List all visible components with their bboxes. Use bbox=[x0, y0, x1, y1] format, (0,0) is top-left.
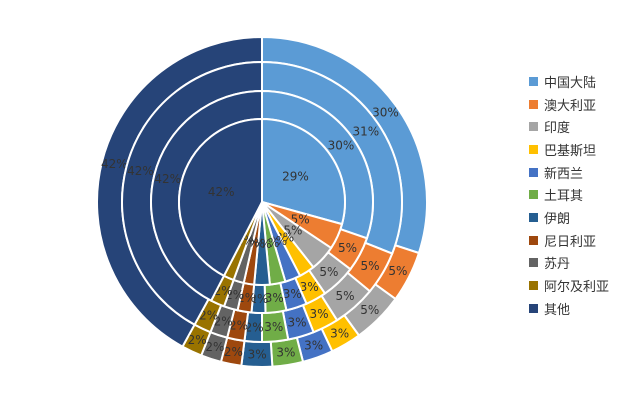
slice-label-third-8: 2% bbox=[214, 314, 233, 328]
slice-label-third-2: 5% bbox=[335, 289, 354, 303]
slice-label-outer-1: 5% bbox=[388, 264, 407, 278]
legend-label: 伊朗 bbox=[544, 211, 571, 227]
slice-label-second-5: 3% bbox=[265, 291, 284, 305]
legend-swatch bbox=[529, 122, 538, 132]
legend-swatch bbox=[529, 235, 538, 245]
legend-label: 新西兰 bbox=[544, 166, 584, 182]
slice-label-second-6: 2% bbox=[249, 292, 268, 306]
legend-swatch bbox=[529, 190, 538, 200]
slice-label-third-1: 5% bbox=[360, 259, 379, 273]
legend-label: 印度 bbox=[544, 121, 571, 137]
slice-label-second-3: 3% bbox=[300, 280, 319, 294]
legend-swatch bbox=[529, 76, 538, 86]
legend-swatch bbox=[529, 303, 538, 313]
legend-swatch bbox=[529, 258, 538, 268]
legend-swatch bbox=[529, 144, 538, 154]
slice-label-outer-3: 3% bbox=[330, 326, 349, 340]
legend-label: 尼日利亚 bbox=[544, 234, 597, 250]
slice-label-outer-0: 30% bbox=[372, 105, 399, 119]
slice-label-third-9: 2% bbox=[199, 309, 218, 323]
legend-item: 苏丹 bbox=[529, 252, 609, 275]
slice-label-outer-5: 3% bbox=[276, 346, 295, 360]
legend-label: 澳大利亚 bbox=[544, 98, 597, 114]
legend-label: 阿尔及利亚 bbox=[544, 280, 610, 296]
slice-label-second-0: 30% bbox=[328, 139, 355, 153]
slice-label-third-5: 3% bbox=[264, 320, 283, 334]
slice-label-outer-6: 3% bbox=[248, 347, 267, 361]
slice-label-second-4: 3% bbox=[283, 287, 302, 301]
legend-item: 尼日利亚 bbox=[529, 229, 609, 252]
slice-label-third-0: 31% bbox=[352, 125, 379, 139]
slice-inner-0 bbox=[261, 117, 346, 226]
legend-swatch bbox=[529, 99, 538, 109]
legend-label: 巴基斯坦 bbox=[544, 143, 597, 159]
legend-item: 中国大陆 bbox=[529, 70, 609, 93]
slice-label-third-3: 3% bbox=[309, 307, 328, 321]
slice-label-third-4: 3% bbox=[287, 316, 306, 330]
slice-label-third-6: 2% bbox=[245, 320, 264, 334]
legend-label: 其他 bbox=[544, 302, 571, 318]
slice-label-outer-9: 2% bbox=[188, 333, 207, 347]
legend-item: 伊朗 bbox=[529, 206, 609, 229]
slice-label-second-10: 42% bbox=[154, 172, 181, 186]
slice-label-outer-4: 3% bbox=[304, 339, 323, 353]
legend-label: 土耳其 bbox=[544, 189, 584, 205]
slice-label-inner-1: 5% bbox=[291, 212, 310, 226]
chart-legend: 中国大陆澳大利亚印度巴基斯坦新西兰土耳其伊朗尼日利亚苏丹阿尔及利亚其他 bbox=[529, 70, 609, 320]
legend-item: 巴基斯坦 bbox=[529, 138, 609, 161]
slice-label-third-10: 42% bbox=[127, 164, 154, 178]
legend-item: 新西兰 bbox=[529, 161, 609, 184]
legend-item: 土耳其 bbox=[529, 183, 609, 206]
slice-label-outer-2: 5% bbox=[360, 303, 379, 317]
slice-label-second-2: 5% bbox=[319, 265, 338, 279]
slice-label-inner-0: 29% bbox=[282, 170, 309, 184]
legend-item: 印度 bbox=[529, 115, 609, 138]
slice-label-second-1: 5% bbox=[338, 241, 357, 255]
slice-label-third-7: 2% bbox=[229, 318, 248, 332]
legend-swatch bbox=[529, 281, 538, 291]
legend-swatch bbox=[529, 212, 538, 222]
slice-inner-10 bbox=[178, 117, 263, 278]
slice-label-outer-8: 2% bbox=[205, 340, 224, 354]
legend-label: 苏丹 bbox=[544, 257, 571, 273]
slice-label-outer-7: 2% bbox=[224, 345, 243, 359]
legend-label: 中国大陆 bbox=[544, 75, 597, 91]
legend-item: 其他 bbox=[529, 297, 609, 320]
slice-label-inner-10: 42% bbox=[208, 185, 235, 199]
legend-item: 澳大利亚 bbox=[529, 93, 609, 116]
legend-swatch bbox=[529, 167, 538, 177]
slice-label-outer-10: 42% bbox=[101, 157, 128, 171]
legend-item: 阿尔及利亚 bbox=[529, 274, 609, 297]
